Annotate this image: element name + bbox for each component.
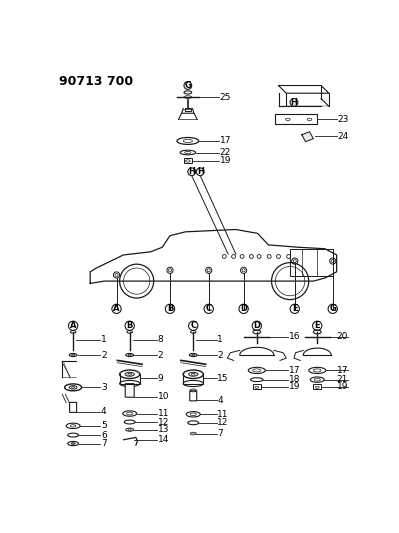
Text: 12: 12: [217, 418, 229, 427]
Text: 2: 2: [217, 351, 223, 360]
Text: 11: 11: [158, 409, 169, 418]
Bar: [290, 249, 333, 276]
Text: H: H: [290, 98, 297, 107]
Text: 19: 19: [219, 157, 231, 165]
Text: 1: 1: [101, 335, 107, 344]
Text: B: B: [167, 304, 173, 313]
Text: 9: 9: [158, 374, 163, 383]
Text: E: E: [292, 304, 298, 313]
Text: 17: 17: [219, 136, 231, 146]
Text: 22: 22: [219, 148, 231, 157]
Text: 21: 21: [337, 375, 348, 384]
Text: 5: 5: [101, 422, 107, 430]
Text: 25: 25: [219, 93, 231, 102]
Text: 7: 7: [217, 429, 223, 438]
Text: A: A: [113, 304, 120, 313]
Text: 10: 10: [158, 392, 169, 401]
Text: D: D: [253, 321, 260, 330]
Text: 17: 17: [337, 366, 348, 375]
FancyBboxPatch shape: [125, 384, 134, 397]
Text: 23: 23: [338, 115, 349, 124]
Bar: [185, 108, 191, 111]
Text: 90713 700: 90713 700: [59, 75, 133, 88]
Text: 19: 19: [337, 382, 348, 391]
Text: 4: 4: [101, 408, 107, 416]
Text: B: B: [126, 321, 133, 330]
Text: 6: 6: [101, 431, 107, 440]
Text: 18: 18: [288, 375, 300, 384]
Polygon shape: [302, 132, 313, 142]
Text: G: G: [329, 304, 336, 313]
Text: 16: 16: [288, 332, 300, 341]
Text: 3: 3: [101, 383, 107, 392]
Text: A: A: [70, 321, 76, 330]
Text: C: C: [206, 304, 212, 313]
Text: 20: 20: [337, 332, 348, 341]
Text: C: C: [190, 321, 196, 330]
Bar: [275, 114, 317, 124]
Text: 13: 13: [158, 425, 169, 434]
Text: 17: 17: [288, 366, 300, 375]
Text: 15: 15: [217, 374, 229, 383]
Text: G: G: [184, 81, 191, 90]
Text: 2: 2: [101, 351, 107, 360]
Bar: [313, 384, 321, 389]
Text: 8: 8: [158, 335, 163, 344]
Text: 2: 2: [158, 351, 163, 360]
Text: 1: 1: [217, 335, 223, 344]
Text: 19: 19: [288, 382, 300, 391]
Text: H: H: [188, 167, 195, 176]
Text: 7: 7: [101, 439, 107, 448]
Bar: [253, 384, 261, 389]
Ellipse shape: [71, 442, 75, 445]
Bar: [184, 158, 192, 163]
Text: D: D: [240, 304, 247, 313]
Ellipse shape: [190, 432, 196, 435]
Text: 12: 12: [158, 417, 169, 426]
Text: 14: 14: [158, 435, 169, 444]
Text: E: E: [314, 321, 320, 330]
Text: 11: 11: [217, 410, 229, 419]
Text: 24: 24: [338, 132, 349, 141]
Text: 4: 4: [217, 396, 223, 405]
Text: H: H: [197, 167, 203, 176]
